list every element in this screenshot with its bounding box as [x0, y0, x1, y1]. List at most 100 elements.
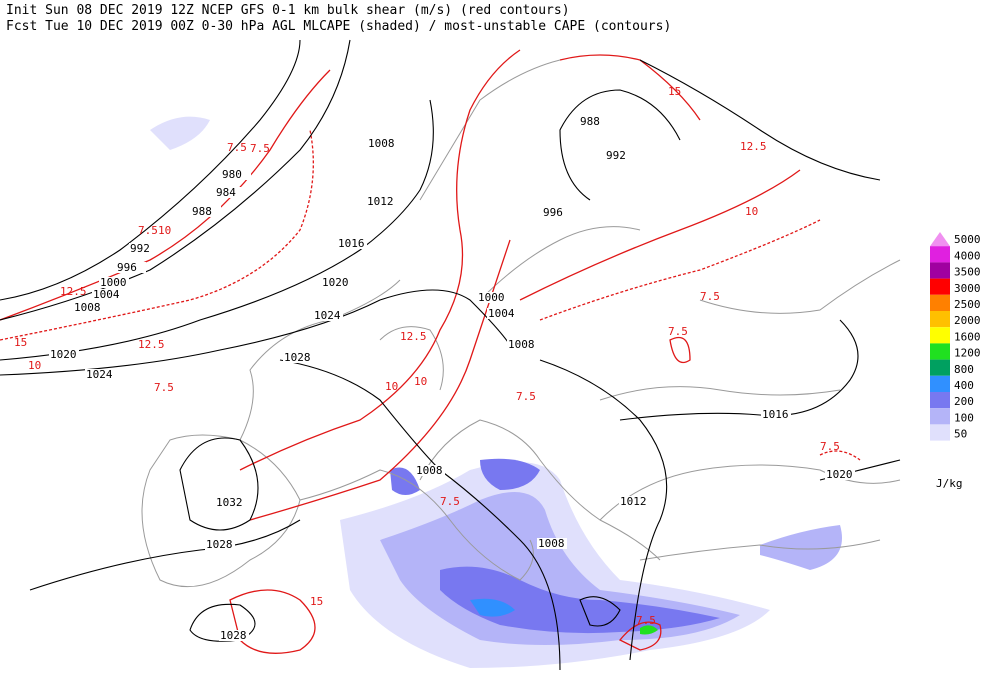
colorbar-triangle: [930, 232, 950, 247]
label-backdrop: [337, 238, 367, 249]
label-backdrop: [761, 409, 791, 420]
label-backdrop: [487, 308, 517, 319]
shear-label: 7.5: [516, 390, 536, 403]
isobar-label: 1008: [508, 338, 535, 351]
isobar-label: 980: [222, 168, 242, 181]
isobar-label: 988: [192, 205, 212, 218]
label-backdrop: [542, 207, 572, 218]
isobar-label: 992: [606, 149, 626, 162]
shear-label: 7.5: [700, 290, 720, 303]
isobar-label: 1020: [322, 276, 349, 289]
map-domain: [0, 40, 907, 676]
colorbar-label: 100: [954, 411, 974, 424]
label-backdrop: [367, 138, 397, 149]
colorbar-label: 200: [954, 395, 974, 408]
shear-label: 15: [668, 85, 681, 98]
isobar-label: 1024: [314, 309, 341, 322]
shear-label: 7.5: [440, 495, 460, 508]
label-backdrop: [205, 539, 235, 550]
shear-label: 10: [28, 359, 41, 372]
shear-label: 7.5: [820, 440, 840, 453]
isobar-label: 1016: [338, 237, 365, 250]
isobar-label: 1008: [416, 464, 443, 477]
colorbar-box: [930, 375, 950, 392]
isobar-label: 1012: [367, 195, 394, 208]
label-backdrop: [619, 496, 649, 507]
shear-label: 7.5: [138, 224, 158, 237]
label-backdrop: [477, 292, 507, 303]
isobar-label: 1020: [826, 468, 853, 481]
shear-label: 7.5: [668, 325, 688, 338]
isobar-label: 1024: [86, 368, 113, 381]
colorbar-label: 50: [954, 428, 967, 441]
colorbar-label: 3500: [954, 266, 981, 279]
shear-label: 7.5: [227, 141, 247, 154]
isobar-label: 996: [543, 206, 563, 219]
shear-label: 10: [158, 224, 171, 237]
label-backdrop: [49, 349, 79, 360]
colorbar-box: [930, 408, 950, 425]
colorbar-box: [930, 327, 950, 344]
label-backdrop: [507, 339, 537, 350]
label-backdrop: [85, 369, 115, 380]
label-backdrop: [92, 289, 122, 300]
label-backdrop: [825, 469, 855, 480]
colorbar-label: 1200: [954, 347, 981, 360]
colorbar-box: [930, 392, 950, 409]
shear-label: 15: [310, 595, 323, 608]
isobar-label: 1004: [93, 288, 120, 301]
header-init: Init Sun 08 DEC 2019 12Z NCEP GFS 0-1 km…: [6, 3, 570, 18]
label-backdrop: [116, 262, 146, 273]
shear-label: 7.5: [636, 614, 656, 627]
colorbar-box: [930, 359, 950, 376]
label-backdrop: [99, 277, 129, 288]
isobar-label: 996: [117, 261, 137, 274]
isobar-label: 1028: [220, 629, 247, 642]
shear-label: 12.5: [400, 330, 427, 343]
label-backdrop: [215, 187, 245, 198]
label-backdrop: [219, 630, 249, 641]
colorbar-box: [930, 343, 950, 360]
label-backdrop: [215, 497, 245, 508]
shear-label: 12.5: [138, 338, 165, 351]
label-backdrop: [537, 538, 567, 549]
label-backdrop: [313, 310, 343, 321]
label-backdrop: [579, 116, 609, 127]
label-backdrop: [129, 243, 159, 254]
isobar-label: 1020: [50, 348, 77, 361]
header-forecast: Fcst Tue 10 DEC 2019 00Z 0-30 hPa AGL ML…: [6, 19, 671, 34]
isobar-label: 1008: [74, 301, 101, 314]
label-backdrop: [283, 352, 313, 363]
label-backdrop: [366, 196, 396, 207]
isobar-label: 1028: [284, 351, 311, 364]
labels: 5000 4000 3500 3000 2500 2000 1600 1200 800 400 20…: [14, 85, 981, 642]
colorbar-label: 2000: [954, 314, 981, 327]
shear-label: 12.5: [60, 285, 87, 298]
shear-label: 12.5: [740, 140, 767, 153]
label-backdrop: [321, 277, 351, 288]
colorbar-label: 800: [954, 363, 974, 376]
isobar-label: 1032: [216, 496, 243, 509]
colorbar-label: 4000: [954, 249, 981, 262]
shear-label: 10: [414, 375, 427, 388]
isobar-label: 1008: [538, 537, 565, 550]
isobar-label: 1000: [478, 291, 505, 304]
colorbar-unit: J/kg: [936, 477, 963, 490]
label-backdrop: [191, 206, 221, 217]
colorbar-label: 3000: [954, 282, 981, 295]
colorbar-box: [930, 278, 950, 295]
isobar-label: 1000: [100, 276, 127, 289]
isobar-label: 1004: [488, 307, 515, 320]
cape-shading: [150, 116, 842, 668]
isobar-label: 992: [130, 242, 150, 255]
isobar-label: 1028: [206, 538, 233, 551]
shear-label: 7.5: [250, 142, 270, 155]
label-backdrop: [605, 150, 635, 161]
isobar-label: 984: [216, 186, 236, 199]
colorbar-box: [930, 262, 950, 279]
isobar-label: 1016: [762, 408, 789, 421]
label-backdrop: [415, 465, 445, 476]
coastlines: [141, 59, 901, 588]
isobars: [0, 39, 901, 671]
shear-label: 7.5: [154, 381, 174, 394]
